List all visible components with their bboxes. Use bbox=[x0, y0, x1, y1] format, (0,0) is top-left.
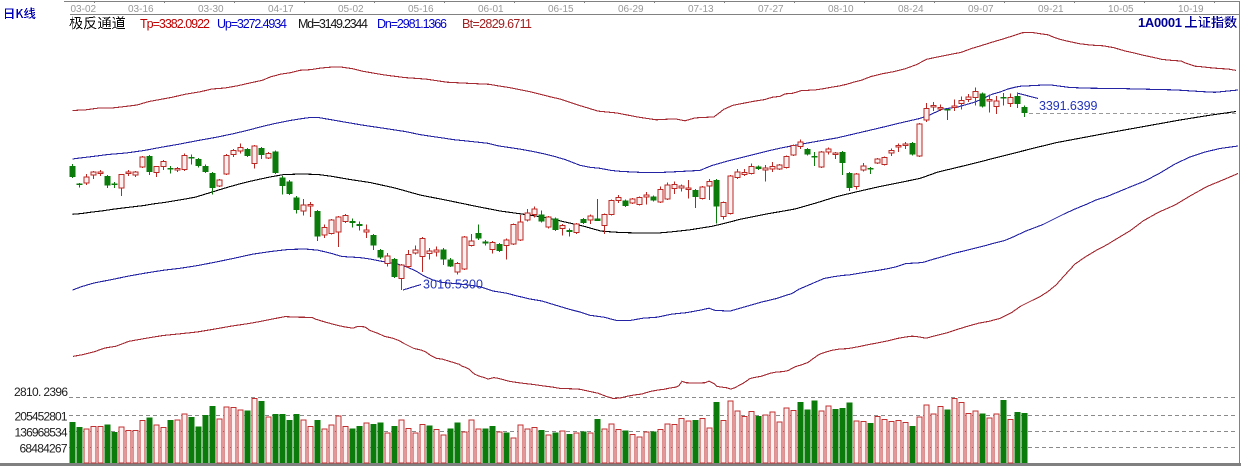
svg-text:06-29: 06-29 bbox=[618, 4, 644, 15]
svg-text:05-16: 05-16 bbox=[408, 4, 434, 15]
svg-text:10-19: 10-19 bbox=[1178, 4, 1204, 15]
svg-text:08-10: 08-10 bbox=[828, 4, 854, 15]
svg-text:205452801: 205452801 bbox=[15, 410, 68, 424]
svg-text:3016.5300: 3016.5300 bbox=[423, 278, 483, 292]
svg-text:68484267: 68484267 bbox=[20, 442, 68, 456]
svg-text:03-16: 03-16 bbox=[128, 4, 154, 15]
svg-text:04-17: 04-17 bbox=[268, 4, 294, 15]
svg-text:09-21: 09-21 bbox=[1038, 4, 1064, 15]
svg-text:3391.6399: 3391.6399 bbox=[1039, 99, 1098, 113]
svg-text:07-27: 07-27 bbox=[758, 4, 784, 15]
svg-text:08-24: 08-24 bbox=[898, 4, 924, 15]
svg-text:Up=3272.4934: Up=3272.4934 bbox=[217, 17, 287, 31]
svg-text:Md=3149.2344: Md=3149.2344 bbox=[298, 17, 368, 31]
svg-text:Dn=2981.1366: Dn=2981.1366 bbox=[377, 17, 447, 31]
svg-text:10-05: 10-05 bbox=[1108, 4, 1134, 15]
svg-text:06-15: 06-15 bbox=[548, 4, 574, 15]
svg-text:1A0001: 1A0001 bbox=[1138, 15, 1182, 30]
svg-text:Bt=2829.6711: Bt=2829.6711 bbox=[462, 17, 532, 31]
svg-text:2810. 2396: 2810. 2396 bbox=[14, 385, 68, 399]
svg-text:03-02: 03-02 bbox=[71, 4, 97, 15]
svg-text:07-13: 07-13 bbox=[688, 4, 714, 15]
svg-text:06-01: 06-01 bbox=[478, 4, 504, 15]
svg-text:09-07: 09-07 bbox=[968, 4, 994, 15]
svg-text:05-02: 05-02 bbox=[338, 4, 364, 15]
svg-text:Tp=3382.0922: Tp=3382.0922 bbox=[140, 17, 210, 31]
svg-text:136968534: 136968534 bbox=[15, 426, 68, 440]
svg-text:03-30: 03-30 bbox=[198, 4, 224, 15]
